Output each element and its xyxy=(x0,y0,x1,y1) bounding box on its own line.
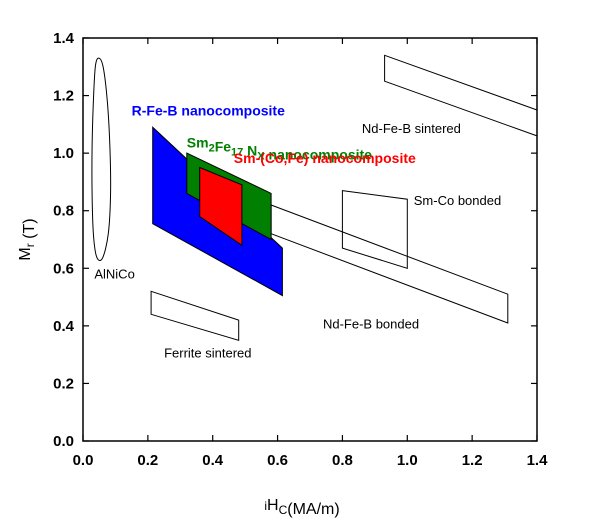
x-tick-label: 0.0 xyxy=(73,452,94,469)
y-tick-label: 0.4 xyxy=(53,318,75,335)
region-label-alnico: AlNiCo xyxy=(94,266,134,281)
y-tick-label: 0.8 xyxy=(53,203,74,220)
region-label-sm-co-fe-nanocomposite: Sm-(Co,Fe) nanocomposite xyxy=(234,150,416,166)
x-tick-label: 0.2 xyxy=(137,452,158,469)
region-label-sm-co-bonded: Sm-Co bonded xyxy=(414,193,501,208)
region-label-nd-fe-b-bonded: Nd-Fe-B bonded xyxy=(323,317,419,332)
x-tick-label: 0.8 xyxy=(332,452,353,469)
region-label-ferrite-sintered: Ferrite sintered xyxy=(164,346,251,361)
y-tick-label: 1.4 xyxy=(53,30,75,47)
x-tick-label: 1.0 xyxy=(397,452,418,469)
x-axis-label: iHC(MA/m) xyxy=(264,497,339,518)
y-tick-label: 0.2 xyxy=(53,375,74,392)
regions-layer xyxy=(91,54,538,341)
y-axis-label: Mr (T) xyxy=(17,218,38,260)
region-label-r-fe-b-nanocomposite: R-Fe-B nanocomposite xyxy=(132,103,285,119)
x-tick-label: 1.2 xyxy=(462,452,483,469)
x-tick-label: 1.4 xyxy=(527,452,549,469)
y-tick-label: 0.0 xyxy=(53,433,74,450)
region-sm-co-bonded xyxy=(341,190,408,269)
x-tick-label: 0.4 xyxy=(202,452,224,469)
y-tick-label: 1.0 xyxy=(53,145,74,162)
region-alnico xyxy=(91,57,112,262)
region-label-sm2fe17nx-nanocomposite: Sm2Fe17 NX nanocomposite xyxy=(187,134,372,162)
ticks-layer: 0.0 0.2 0.4 0.6 0.8 1.0 1.2 1.4 0.0 0.2 0.4 0.6 0.8 1… xyxy=(53,30,548,469)
y-tick-label: 0.6 xyxy=(53,260,74,277)
plot-frame xyxy=(82,37,538,442)
labels-layer: AlNiCo Nd-Fe-B sintered Sm-Co bonded Nd-Fe-… xyxy=(94,103,501,361)
region-ferrite-sintered xyxy=(150,290,240,341)
x-tick-label: 0.6 xyxy=(267,452,288,469)
y-tick-label: 1.2 xyxy=(53,88,74,105)
region-sm-co-fe-nanocomposite xyxy=(199,166,243,247)
region-label-nd-fe-b-sintered: Nd-Fe-B sintered xyxy=(362,121,461,136)
